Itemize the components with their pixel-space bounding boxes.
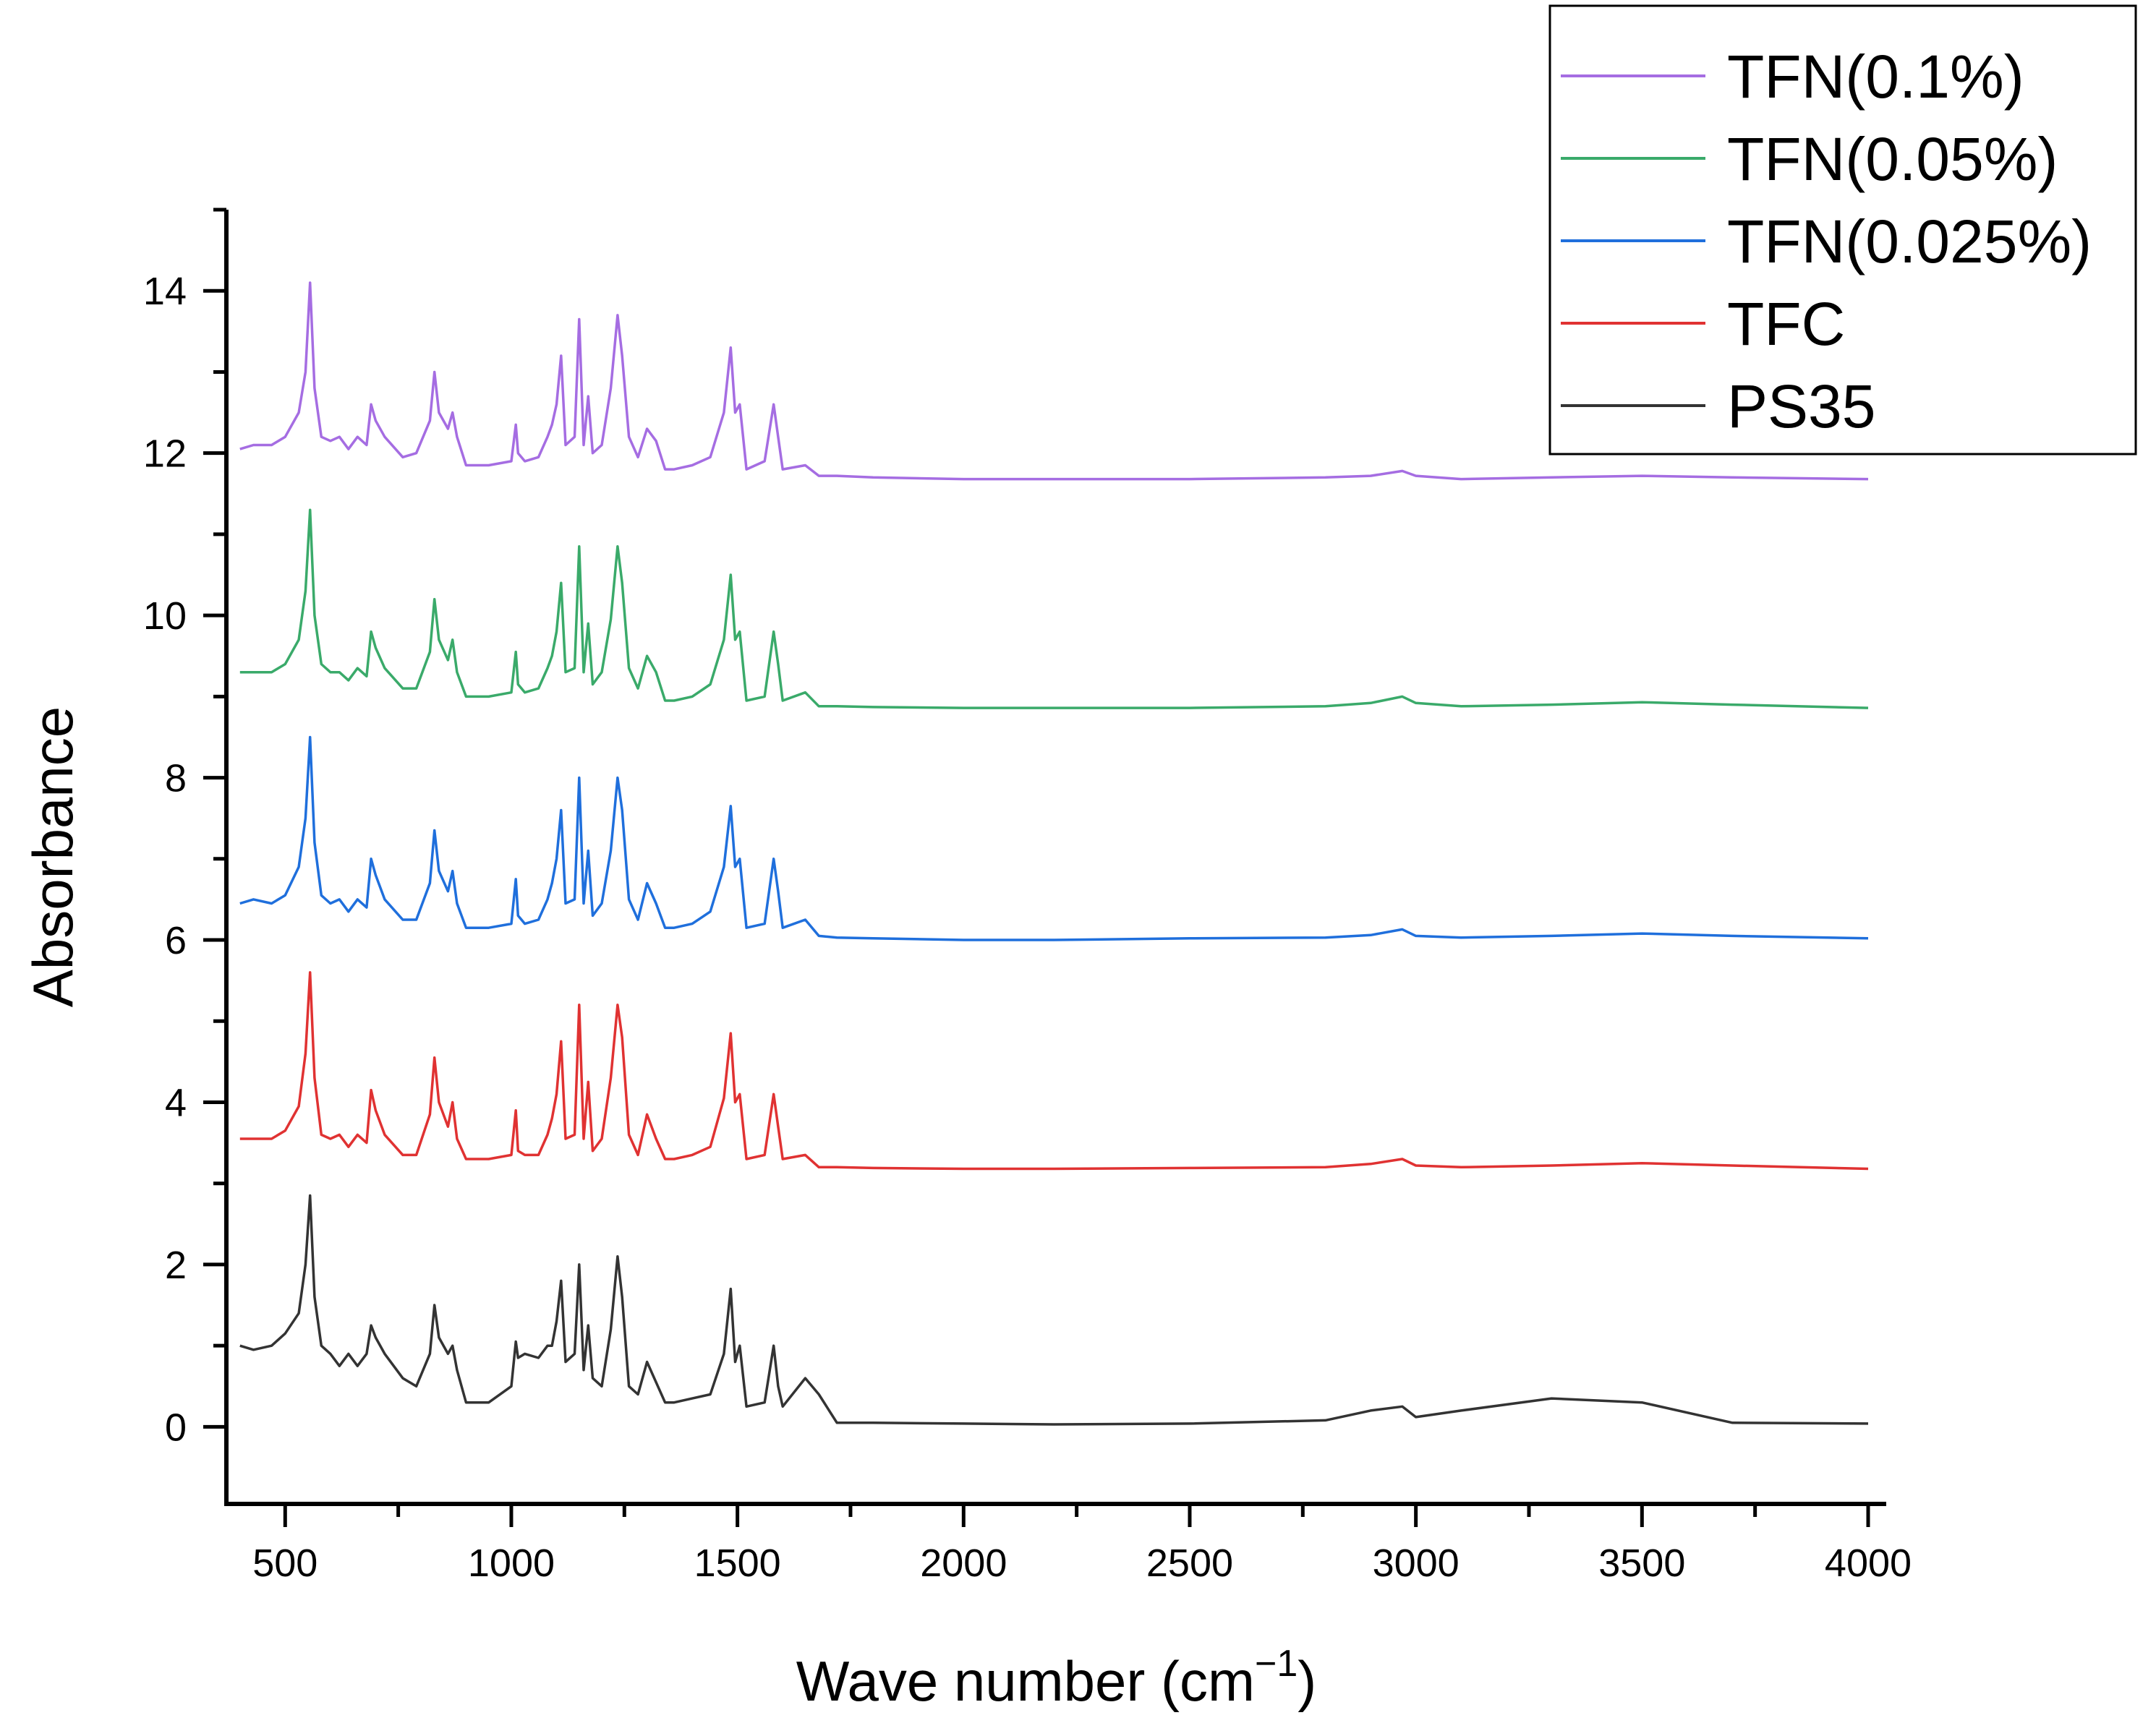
legend-label-tfn-0-025: TFN(0.025%)	[1727, 208, 2092, 275]
x-tick-label: 2000	[920, 1542, 1007, 1585]
series-line-tfn-0-05	[239, 508, 1869, 709]
x-tick-label: 1500	[694, 1542, 781, 1585]
y-ticks: 0 2 4 6 8 10 12 14	[143, 208, 226, 1449]
series-line-ps35	[239, 1194, 1869, 1426]
y-tick-label: 8	[165, 757, 187, 800]
y-tick-label: 2	[165, 1244, 187, 1287]
y-tick-label: 12	[143, 432, 187, 476]
y-tick-label: 0	[165, 1406, 187, 1449]
y-tick-label: 6	[165, 919, 187, 962]
x-tick-label: 2500	[1146, 1542, 1233, 1585]
x-ticks: 500 1000 1500 2000 2500 3000 3500 4000	[252, 1504, 1912, 1585]
legend-box	[1548, 4, 2137, 456]
y-tick-label: 10	[143, 594, 187, 638]
series-line-tfn-0-025	[239, 735, 1869, 941]
y-tick-label: 4	[165, 1081, 187, 1124]
legend-label-tfn-0-1: TFN(0.1%)	[1727, 43, 2024, 111]
x-axis-title-superscript: −1	[1255, 1643, 1298, 1685]
x-tick-label: 3500	[1598, 1542, 1685, 1585]
x-tick-label: 3000	[1373, 1542, 1460, 1585]
x-tick-label: 1000	[468, 1542, 555, 1585]
y-axis-title: Absorbance	[21, 706, 85, 1007]
x-axis-title-main: Wave number (cm	[796, 1649, 1255, 1713]
series-line-tfc	[239, 971, 1869, 1171]
legend-label-tfn-0-05: TFN(0.05%)	[1727, 125, 2058, 193]
x-tick-label: 4000	[1825, 1542, 1912, 1585]
legend-label-ps35: PS35	[1727, 372, 1876, 440]
x-axis-title-close: )	[1298, 1649, 1316, 1713]
series-lines	[239, 281, 1869, 1426]
series-line-tfn-0-1	[239, 281, 1869, 481]
legend: TFN(0.1%) TFN(0.05%) TFN(0.025%) TFC PS35	[1548, 4, 2137, 456]
y-tick-label: 14	[143, 270, 187, 313]
x-axis-title: Wave number (cm−1)	[796, 1643, 1317, 1713]
legend-label-tfc: TFC	[1727, 290, 1845, 358]
x-tick-label: 500	[252, 1542, 318, 1585]
